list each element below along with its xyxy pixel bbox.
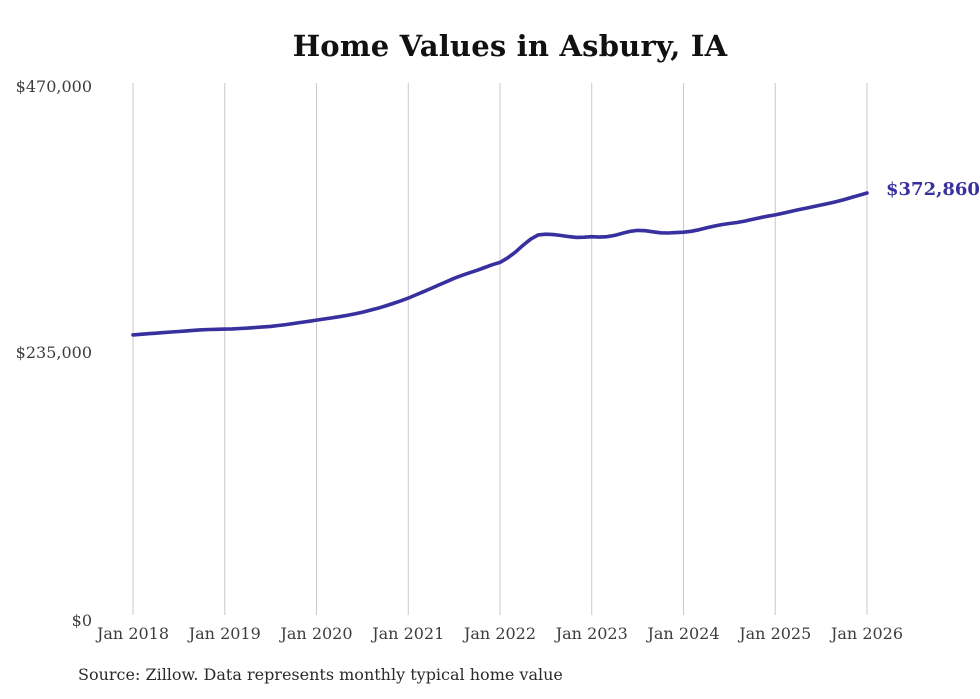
x-tick-label: Jan 2026 [829, 624, 903, 643]
x-tick-label: Jan 2020 [278, 624, 352, 643]
x-tick-label: Jan 2018 [95, 624, 169, 643]
y-tick-label: $0 [72, 611, 92, 630]
series-line [131, 191, 869, 337]
x-tick-label: Jan 2019 [187, 624, 261, 643]
x-tick-label: Jan 2024 [645, 624, 719, 643]
source-note: Source: Zillow. Data represents monthly … [78, 665, 563, 684]
y-tick-label: $470,000 [16, 77, 92, 96]
end-value-annotation: $372,860 [886, 179, 980, 200]
x-tick-label: Jan 2025 [737, 624, 811, 643]
y-tick-label: $235,000 [16, 343, 92, 362]
x-tick-label: Jan 2022 [462, 624, 536, 643]
x-tick-label: Jan 2023 [554, 624, 628, 643]
chart-title: Home Values in Asbury, IA [292, 29, 728, 63]
x-tick-label: Jan 2021 [370, 624, 444, 643]
